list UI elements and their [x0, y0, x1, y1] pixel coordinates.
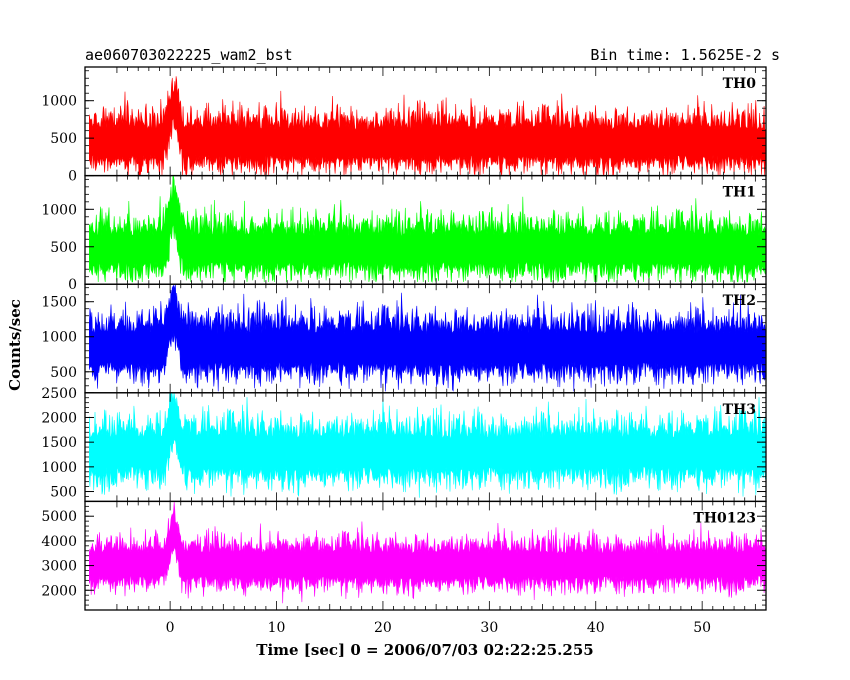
- y-tick-label: 4000: [41, 534, 77, 550]
- series-th0: [89, 76, 766, 177]
- series-th0123: [89, 501, 766, 604]
- y-tick-label: 2000: [41, 410, 77, 426]
- panel-th2: 500 1000 1500 TH2: [41, 283, 767, 394]
- series-th2: [89, 284, 766, 392]
- x-tick-label: 10: [268, 620, 286, 636]
- panel-th0123: 2000 3000 4000 5000 TH0123: [41, 500, 767, 611]
- series-th1: [89, 175, 766, 284]
- panel-label: TH1: [723, 185, 756, 201]
- bin-time-label: Bin time: 1.5625E-2 s: [590, 46, 780, 64]
- y-tick-label: 500: [50, 485, 77, 501]
- panel-th0: 0 500 1000 TH0: [41, 66, 767, 185]
- panel-th1: 0 500 1000 TH1: [41, 174, 767, 293]
- x-tick-label: 30: [480, 620, 498, 636]
- y-tick-label: 1000: [41, 460, 77, 476]
- panel-label: TH2: [723, 293, 756, 309]
- x-axis-label: Time [sec] 0 = 2006/07/03 02:22:25.255: [256, 641, 593, 659]
- x-tick-label: 0: [166, 620, 175, 636]
- y-tick-label: 1500: [41, 435, 77, 451]
- y-tick-label: 500: [50, 365, 77, 381]
- x-tick-label: 40: [587, 620, 605, 636]
- y-tick-label: 500: [50, 240, 77, 256]
- x-tick-label: 50: [693, 620, 711, 636]
- y-axis-label: Counts/sec: [6, 299, 24, 391]
- y-tick-label: 5000: [41, 509, 77, 525]
- y-tick-label: 0: [68, 169, 77, 185]
- chart-title: ae060703022225_wam2_bst: [85, 46, 293, 64]
- y-tick-label: 1000: [41, 202, 77, 218]
- panel-label: TH0123: [693, 510, 756, 526]
- y-tick-label: 1500: [41, 295, 77, 311]
- y-tick-label: 3000: [41, 559, 77, 575]
- y-tick-label: 2500: [41, 386, 77, 402]
- panel-label: TH3: [723, 402, 756, 418]
- series-th3: [89, 393, 766, 498]
- panels-group: 0 500 1000 TH0 0 500 1000 TH1 500 1000 1500 TH2 500 1…: [41, 66, 767, 611]
- y-tick-label: 500: [50, 131, 77, 147]
- panel-label: TH0: [723, 76, 757, 92]
- x-tick-group: 0 10 20 30 40 50: [166, 620, 711, 636]
- x-tick-label: 20: [374, 620, 392, 636]
- y-tick-label: 1000: [41, 94, 77, 110]
- y-tick-label: 0: [68, 277, 77, 293]
- y-tick-label: 1000: [41, 330, 77, 346]
- panel-th3: 500 1000 1500 2000 2500 TH3: [41, 386, 767, 503]
- y-tick-label: 2000: [41, 583, 77, 599]
